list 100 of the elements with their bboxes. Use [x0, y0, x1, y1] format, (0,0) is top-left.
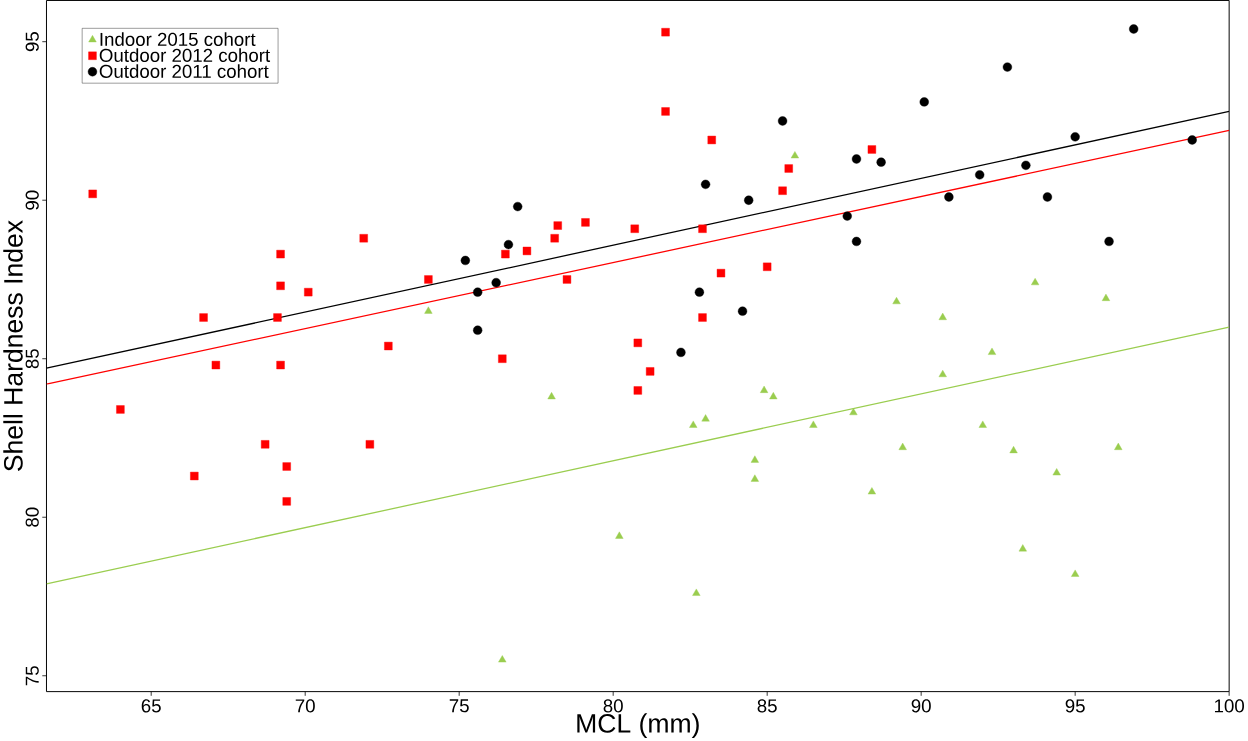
- x-tick-label: 90: [911, 699, 931, 713]
- y-tick-label: 95: [25, 31, 39, 52]
- point: [769, 391, 778, 400]
- point: [1002, 62, 1013, 72]
- point: [694, 287, 705, 297]
- point: [919, 97, 929, 107]
- x-tick-label: 75: [449, 699, 469, 713]
- point: [261, 440, 270, 449]
- point: [876, 157, 886, 167]
- point: [851, 236, 862, 246]
- point: [851, 154, 862, 164]
- legend-label: Outdoor 2012 cohort: [99, 48, 271, 62]
- point: [944, 192, 954, 202]
- point: [760, 385, 769, 393]
- y-axis-title: Shell Hardness Index: [3, 220, 23, 471]
- point: [777, 116, 788, 126]
- x-axis-title: MCL (mm): [577, 713, 699, 738]
- point: [581, 218, 590, 227]
- point: [501, 249, 510, 259]
- point: [978, 420, 987, 428]
- point: [304, 287, 313, 297]
- point: [750, 474, 759, 482]
- point: [661, 27, 670, 37]
- point: [276, 360, 285, 370]
- point: [716, 268, 726, 278]
- point: [116, 405, 125, 414]
- point: [498, 655, 507, 663]
- point: [1052, 468, 1061, 476]
- point: [424, 275, 433, 284]
- point: [1187, 135, 1197, 145]
- point: [938, 312, 947, 320]
- x-tick-label: 100: [1214, 699, 1244, 713]
- point: [763, 262, 772, 271]
- point: [1101, 293, 1110, 301]
- point: [273, 313, 282, 322]
- point: [276, 281, 285, 290]
- point: [359, 233, 368, 243]
- point: [199, 313, 208, 322]
- point: [1021, 160, 1031, 170]
- point: [276, 249, 285, 259]
- x-tick-label: 65: [141, 699, 161, 713]
- point: [938, 369, 947, 377]
- point: [190, 471, 199, 480]
- point: [633, 338, 642, 347]
- point: [698, 313, 707, 322]
- point: [987, 347, 997, 355]
- point: [689, 420, 698, 428]
- point: [503, 239, 514, 250]
- point: [701, 414, 710, 422]
- point: [700, 179, 711, 189]
- point: [737, 306, 748, 316]
- point: [707, 135, 716, 144]
- point: [750, 455, 759, 463]
- point: [513, 201, 523, 212]
- point: [1009, 445, 1018, 453]
- y-tick-label: 80: [25, 507, 39, 527]
- y-tick-label: 75: [25, 665, 39, 686]
- point: [676, 347, 686, 357]
- point: [692, 588, 701, 596]
- point: [790, 151, 799, 159]
- point: [778, 186, 787, 195]
- point: [615, 531, 624, 539]
- point: [562, 275, 572, 284]
- point: [1042, 192, 1053, 202]
- point: [424, 306, 433, 314]
- point: [473, 287, 483, 297]
- x-tick-label: 80: [603, 699, 623, 713]
- point: [491, 277, 501, 288]
- y-tick-label: 85: [25, 348, 39, 369]
- point: [550, 233, 559, 243]
- point: [282, 497, 291, 506]
- point: [1071, 569, 1080, 577]
- point: [661, 107, 670, 116]
- point: [473, 325, 483, 335]
- x-tick-label: 85: [757, 699, 777, 713]
- point: [898, 442, 907, 450]
- point: [975, 170, 985, 180]
- point: [547, 391, 556, 400]
- point: [784, 164, 793, 173]
- point: [498, 354, 507, 363]
- point: [1114, 442, 1123, 450]
- point: [892, 296, 901, 304]
- point: [553, 221, 562, 230]
- point: [282, 462, 291, 471]
- point: [1129, 24, 1139, 34]
- point: [744, 195, 754, 205]
- point: [867, 145, 877, 154]
- y-tick-label: 90: [25, 190, 39, 210]
- point: [365, 440, 374, 449]
- point: [88, 189, 97, 198]
- point: [809, 420, 818, 428]
- point: [384, 341, 393, 351]
- point: [633, 386, 642, 395]
- point: [698, 224, 707, 233]
- point: [842, 211, 852, 221]
- x-tick-label: 70: [295, 699, 315, 713]
- point: [522, 246, 532, 255]
- point: [1104, 236, 1114, 246]
- legend-label: Outdoor 2011 cohort: [99, 64, 269, 78]
- legend-label: Indoor 2015 cohort: [100, 32, 256, 46]
